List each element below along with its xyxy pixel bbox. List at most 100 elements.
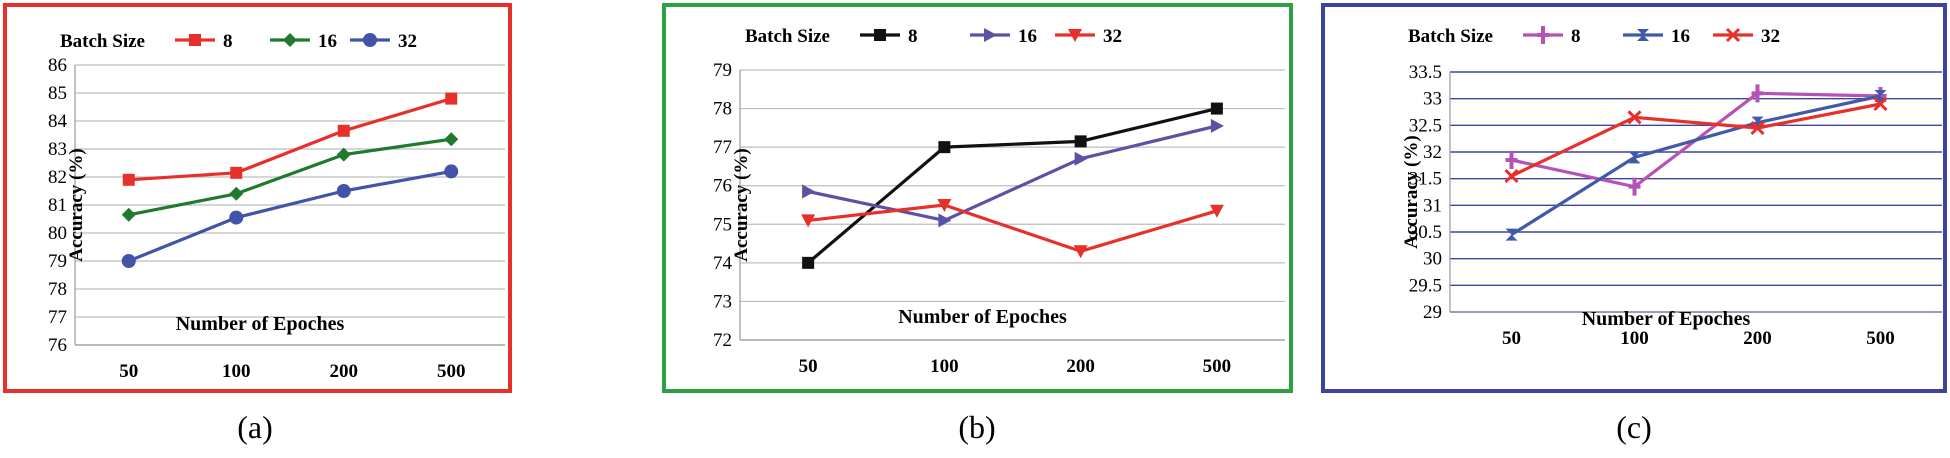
chart-panel-1: 76 77 78 79 80 81 82 83 84 85 86 50 100 200 500 Number … — [3, 3, 512, 393]
legend-label-32: 32 — [1103, 26, 1122, 47]
y-tick-label: 76 — [713, 176, 732, 197]
data-point-32-500 — [444, 164, 459, 179]
legend-label-8: 8 — [1571, 26, 1581, 47]
panel-frame — [1321, 3, 1947, 393]
series-line-32 — [1510, 102, 1881, 178]
data-point-8-200 — [337, 124, 350, 137]
y-axis-label: Accuracy (%) — [731, 148, 752, 261]
x-tick-label: 200 — [1066, 356, 1095, 377]
legend-marker-16 — [984, 28, 997, 42]
x-tick-label: 100 — [930, 356, 959, 377]
x-tick-label: 500 — [1866, 328, 1895, 349]
series-line-32 — [807, 203, 1218, 253]
data-point-8-100 — [230, 166, 243, 179]
data-point-32-200 — [1750, 120, 1765, 136]
data-point-16-200 — [1074, 151, 1088, 166]
legend-label-16: 16 — [318, 31, 337, 52]
y-tick-label: 33 — [1423, 89, 1442, 110]
legend-marker-8 — [874, 29, 886, 41]
data-point-16-200 — [336, 147, 351, 162]
chart-panel-3: 29 29.5 30 30.5 31 31.5 32 32.5 33 33.5 50 100 200 50… — [1321, 3, 1947, 393]
y-tick-label: 82 — [48, 167, 67, 188]
legend-label-16: 16 — [1671, 26, 1690, 47]
y-tick-label: 77 — [48, 307, 67, 328]
data-point-8-50 — [122, 173, 135, 186]
series-line-8 — [128, 97, 452, 182]
y-tick-label: 76 — [48, 335, 67, 356]
data-point-16-50 — [1505, 228, 1518, 241]
x-axis-label: Number of Epoches — [898, 306, 1067, 328]
data-point-8-200 — [1751, 84, 1764, 103]
y-tick-label: 29.5 — [1409, 275, 1442, 296]
y-axis-label: Accuracy (%) — [1401, 135, 1422, 248]
x-tick-label: 50 — [1502, 328, 1521, 349]
y-tick-label: 80 — [48, 223, 67, 244]
y-tick-label: 78 — [48, 279, 67, 300]
data-point-8-500 — [445, 92, 458, 105]
panel-frame — [662, 3, 1293, 393]
data-point-8-200 — [1074, 135, 1087, 148]
data-point-8-50 — [1505, 151, 1518, 169]
series-line-16 — [128, 137, 452, 217]
panel-frame — [3, 3, 512, 393]
data-point-32-100 — [937, 199, 952, 212]
data-point-32-50 — [121, 254, 136, 268]
x-tick-label: 100 — [222, 361, 251, 382]
data-point-16-100 — [229, 186, 244, 201]
data-point-16-500 — [1210, 118, 1224, 133]
y-tick-label: 79 — [48, 251, 67, 272]
y-tick-label: 77 — [713, 137, 732, 158]
panel-caption-3: (c) — [1616, 409, 1652, 445]
data-point-16-100 — [938, 213, 952, 228]
y-tick-label: 84 — [48, 111, 68, 132]
legend-marker-32 — [363, 33, 377, 47]
y-tick-label: 33.5 — [1409, 62, 1442, 83]
data-point-32-500 — [1209, 204, 1224, 218]
legend-marker-16 — [1637, 29, 1649, 41]
x-tick-label: 200 — [1743, 328, 1772, 349]
data-point-8-100 — [938, 141, 951, 154]
legend-title: Batch Size — [1408, 26, 1493, 47]
y-tick-label: 32 — [1423, 142, 1442, 163]
y-tick-label: 79 — [713, 60, 732, 81]
y-tick-label: 81 — [48, 195, 67, 216]
y-tick-label: 85 — [48, 83, 67, 104]
data-point-32-200 — [1073, 245, 1088, 259]
y-tick-label: 30.5 — [1409, 222, 1442, 243]
data-point-16-50 — [121, 207, 136, 222]
data-point-16-100 — [1628, 151, 1641, 164]
legend-label-16: 16 — [1018, 26, 1037, 47]
series-line-16 — [807, 124, 1218, 223]
legend-label-32: 32 — [398, 31, 417, 52]
y-tick-label: 31.5 — [1409, 169, 1442, 190]
x-tick-label: 500 — [437, 361, 466, 382]
y-tick-label: 72 — [713, 330, 732, 351]
data-point-8-50 — [802, 256, 815, 269]
y-tick-label: 83 — [48, 139, 67, 160]
x-tick-label: 200 — [330, 361, 359, 382]
y-axis-label: Accuracy (%) — [66, 148, 87, 261]
legend-label-8: 8 — [223, 31, 233, 52]
series-line-16 — [1510, 94, 1881, 237]
data-point-32-50 — [1504, 168, 1519, 184]
x-tick-label: 50 — [119, 361, 138, 382]
legend-title: Batch Size — [745, 26, 830, 47]
x-tick-label: 50 — [799, 356, 818, 377]
data-point-32-100 — [1627, 110, 1642, 125]
data-point-16-500 — [444, 132, 459, 147]
series-line-32 — [128, 169, 452, 263]
legend-marker-32 — [1725, 27, 1741, 43]
data-point-32-50 — [801, 214, 816, 228]
legend-marker-8 — [1537, 26, 1549, 44]
x-tick-label: 100 — [1620, 328, 1649, 349]
legend-title: Batch Size — [60, 31, 145, 52]
y-tick-label: 86 — [48, 55, 67, 76]
y-tick-label: 75 — [713, 214, 732, 235]
panel-caption-1: (a) — [237, 409, 273, 445]
data-point-16-50 — [802, 184, 816, 199]
legend-label-8: 8 — [908, 26, 918, 47]
data-point-8-100 — [1628, 177, 1641, 196]
data-point-8-500 — [1210, 102, 1223, 115]
y-tick-label: 30 — [1423, 249, 1442, 270]
